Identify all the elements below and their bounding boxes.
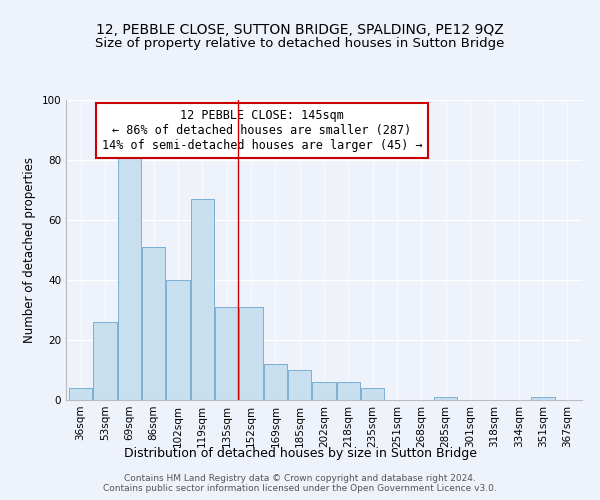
Bar	[239, 307, 263, 400]
Text: 12 PEBBLE CLOSE: 145sqm
← 86% of detached houses are smaller (287)
14% of semi-d: 12 PEBBLE CLOSE: 145sqm ← 86% of detache…	[102, 109, 422, 152]
Text: Contains HM Land Registry data © Crown copyright and database right 2024.: Contains HM Land Registry data © Crown c…	[124, 474, 476, 483]
Text: 12, PEBBLE CLOSE, SUTTON BRIDGE, SPALDING, PE12 9QZ: 12, PEBBLE CLOSE, SUTTON BRIDGE, SPALDIN…	[96, 22, 504, 36]
Y-axis label: Number of detached properties: Number of detached properties	[23, 157, 36, 343]
Bar	[532, 397, 554, 400]
Bar	[142, 247, 165, 400]
Bar	[69, 388, 92, 400]
Bar	[166, 280, 190, 400]
Bar	[288, 370, 311, 400]
Text: Size of property relative to detached houses in Sutton Bridge: Size of property relative to detached ho…	[95, 38, 505, 51]
Bar	[361, 388, 384, 400]
Bar	[118, 148, 141, 400]
Bar	[191, 199, 214, 400]
Bar	[215, 307, 238, 400]
Bar	[337, 382, 360, 400]
Text: Distribution of detached houses by size in Sutton Bridge: Distribution of detached houses by size …	[124, 448, 476, 460]
Bar	[313, 382, 335, 400]
Bar	[94, 322, 116, 400]
Bar	[264, 364, 287, 400]
Bar	[434, 397, 457, 400]
Text: Contains public sector information licensed under the Open Government Licence v3: Contains public sector information licen…	[103, 484, 497, 493]
